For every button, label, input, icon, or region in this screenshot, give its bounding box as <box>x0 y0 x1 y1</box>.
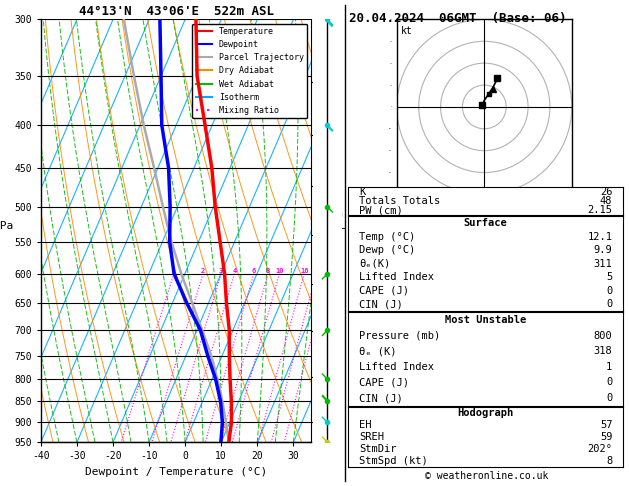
Text: θₑ(K): θₑ(K) <box>359 259 390 269</box>
Text: 9.9: 9.9 <box>594 245 612 255</box>
Y-axis label: hPa: hPa <box>0 221 13 231</box>
Text: K: K <box>359 187 365 197</box>
Text: 48: 48 <box>600 196 612 206</box>
Text: 20.04.2024  06GMT  (Base: 06): 20.04.2024 06GMT (Base: 06) <box>349 12 567 25</box>
Text: StmDir: StmDir <box>359 444 396 454</box>
Text: Dewp (°C): Dewp (°C) <box>359 245 415 255</box>
X-axis label: Dewpoint / Temperature (°C): Dewpoint / Temperature (°C) <box>85 467 267 477</box>
Text: LCL: LCL <box>317 434 331 443</box>
Text: 318: 318 <box>594 347 612 356</box>
Text: 1: 1 <box>172 268 176 274</box>
Text: 12.1: 12.1 <box>587 231 612 242</box>
Title: 44°13'N  43°06'E  522m ASL: 44°13'N 43°06'E 522m ASL <box>79 5 274 18</box>
Text: 1: 1 <box>606 362 612 372</box>
Text: © weatheronline.co.uk: © weatheronline.co.uk <box>425 471 548 481</box>
Text: 59: 59 <box>600 432 612 442</box>
Text: 26: 26 <box>600 187 612 197</box>
Text: 10: 10 <box>276 268 284 274</box>
Text: 0: 0 <box>606 378 612 387</box>
Legend: Temperature, Dewpoint, Parcel Trajectory, Dry Adiabat, Wet Adiabat, Isotherm, Mi: Temperature, Dewpoint, Parcel Trajectory… <box>192 24 307 118</box>
Text: 3: 3 <box>219 268 223 274</box>
Text: Totals Totals: Totals Totals <box>359 196 440 206</box>
Text: Pressure (mb): Pressure (mb) <box>359 331 440 341</box>
Text: 311: 311 <box>594 259 612 269</box>
Text: 202°: 202° <box>587 444 612 454</box>
Text: 0: 0 <box>606 393 612 403</box>
Text: θₑ (K): θₑ (K) <box>359 347 396 356</box>
Text: CIN (J): CIN (J) <box>359 299 403 309</box>
Text: Most Unstable: Most Unstable <box>445 315 526 325</box>
Text: 4: 4 <box>232 268 237 274</box>
Text: CAPE (J): CAPE (J) <box>359 286 409 296</box>
Text: kt: kt <box>401 26 413 36</box>
Text: 800: 800 <box>594 331 612 341</box>
Text: Hodograph: Hodograph <box>457 408 514 418</box>
Text: PW (cm): PW (cm) <box>359 205 403 215</box>
Text: 2: 2 <box>201 268 205 274</box>
Text: 8: 8 <box>606 456 612 466</box>
Text: Lifted Index: Lifted Index <box>359 272 434 282</box>
Text: SREH: SREH <box>359 432 384 442</box>
Text: 16: 16 <box>300 268 308 274</box>
Text: Temp (°C): Temp (°C) <box>359 231 415 242</box>
Text: StmSpd (kt): StmSpd (kt) <box>359 456 428 466</box>
Y-axis label: km
ASL: km ASL <box>328 209 346 231</box>
Text: 0: 0 <box>606 286 612 296</box>
Text: CIN (J): CIN (J) <box>359 393 403 403</box>
Text: 5: 5 <box>606 272 612 282</box>
Text: Surface: Surface <box>464 218 508 228</box>
Text: 6: 6 <box>252 268 256 274</box>
Text: EH: EH <box>359 420 371 430</box>
Text: 0: 0 <box>606 299 612 309</box>
Text: 57: 57 <box>600 420 612 430</box>
Text: Lifted Index: Lifted Index <box>359 362 434 372</box>
Text: CAPE (J): CAPE (J) <box>359 378 409 387</box>
Text: 8: 8 <box>266 268 270 274</box>
Text: 2.15: 2.15 <box>587 205 612 215</box>
